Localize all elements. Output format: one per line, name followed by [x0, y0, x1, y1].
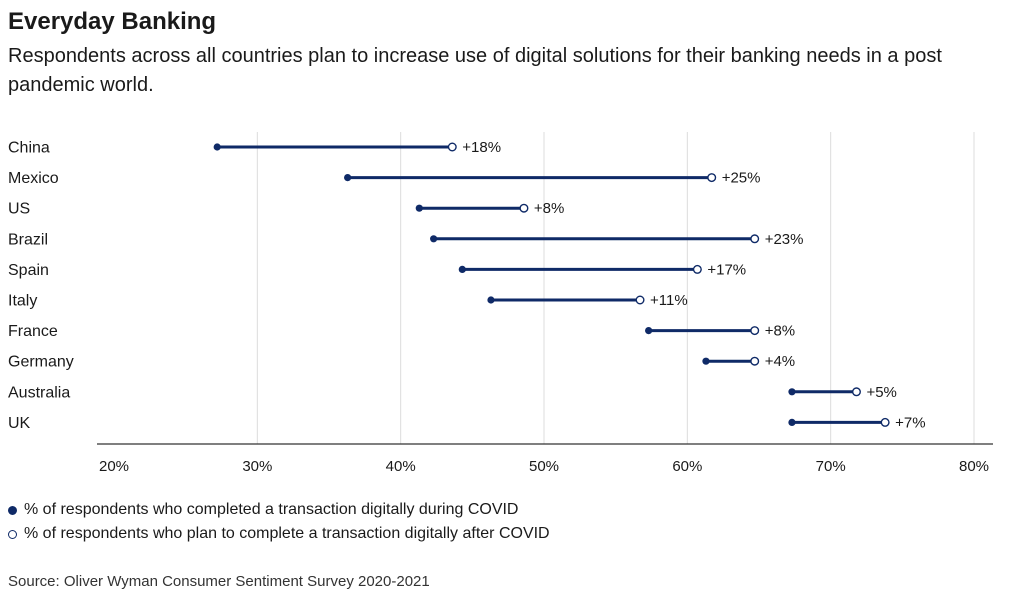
- during-covid-point: [645, 327, 653, 335]
- x-tick-label: 40%: [386, 458, 416, 475]
- country-label: Brazil: [8, 231, 48, 248]
- during-covid-point: [415, 204, 423, 212]
- during-covid-point: [213, 143, 221, 151]
- country-label: Germany: [8, 354, 74, 371]
- during-covid-point: [458, 265, 466, 273]
- during-covid-point: [344, 174, 352, 182]
- after-covid-point: [750, 326, 760, 336]
- country-label: Mexico: [8, 170, 59, 187]
- change-label: +7%: [895, 414, 925, 431]
- x-tick-label: 20%: [99, 458, 129, 475]
- change-label: +8%: [765, 323, 795, 340]
- legend-label-after: % of respondents who plan to complete a …: [24, 525, 550, 542]
- legend-label-during: % of respondents who completed a transac…: [24, 501, 519, 518]
- country-label: UK: [8, 415, 31, 432]
- x-tick-label: 80%: [959, 458, 989, 475]
- after-covid-point: [851, 387, 861, 397]
- x-tick-label: 50%: [529, 458, 559, 475]
- after-covid-point: [692, 264, 702, 274]
- change-label: +4%: [765, 353, 795, 370]
- country-label: Italy: [8, 293, 37, 310]
- country-label: US: [8, 201, 30, 218]
- x-tick-label: 70%: [816, 458, 846, 475]
- change-label: +23%: [765, 231, 804, 248]
- country-label: China: [8, 140, 50, 157]
- country-label: France: [8, 323, 58, 340]
- x-tick-label: 30%: [242, 458, 272, 475]
- legend-item-during: % of respondents who completed a transac…: [8, 498, 550, 522]
- after-covid-point: [707, 173, 717, 183]
- after-covid-point: [447, 142, 457, 152]
- after-covid-point: [750, 234, 760, 244]
- change-label: +18%: [462, 139, 501, 156]
- filled-dot-icon: [8, 505, 17, 515]
- x-tick-label: 60%: [672, 458, 702, 475]
- country-label: Spain: [8, 262, 49, 279]
- during-covid-point: [788, 418, 796, 426]
- chart-subtitle: Respondents across all countries plan to…: [8, 45, 942, 96]
- after-covid-point: [519, 203, 529, 213]
- after-covid-point: [635, 295, 645, 305]
- during-covid-point: [430, 235, 438, 243]
- legend: % of respondents who completed a transac…: [8, 498, 550, 546]
- change-label: +25%: [722, 170, 761, 187]
- change-label: +5%: [866, 384, 896, 401]
- source-note: Source: Oliver Wyman Consumer Sentiment …: [8, 573, 430, 590]
- change-label: +17%: [707, 261, 746, 278]
- country-label: Australia: [8, 384, 70, 401]
- change-label: +11%: [650, 292, 688, 309]
- after-covid-point: [750, 356, 760, 366]
- hollow-dot-icon: [8, 529, 17, 539]
- during-covid-point: [487, 296, 495, 304]
- after-covid-point: [880, 417, 890, 427]
- dumbbell-chart: 20% 30% 40% 50% 60% 70% 80% China +18% Mexico +25%…: [8, 132, 993, 475]
- chart-title: Everyday Banking: [8, 8, 217, 35]
- during-covid-point: [788, 388, 796, 396]
- during-covid-point: [702, 357, 710, 365]
- change-label: +8%: [534, 200, 564, 217]
- legend-item-after: % of respondents who plan to complete a …: [8, 522, 550, 546]
